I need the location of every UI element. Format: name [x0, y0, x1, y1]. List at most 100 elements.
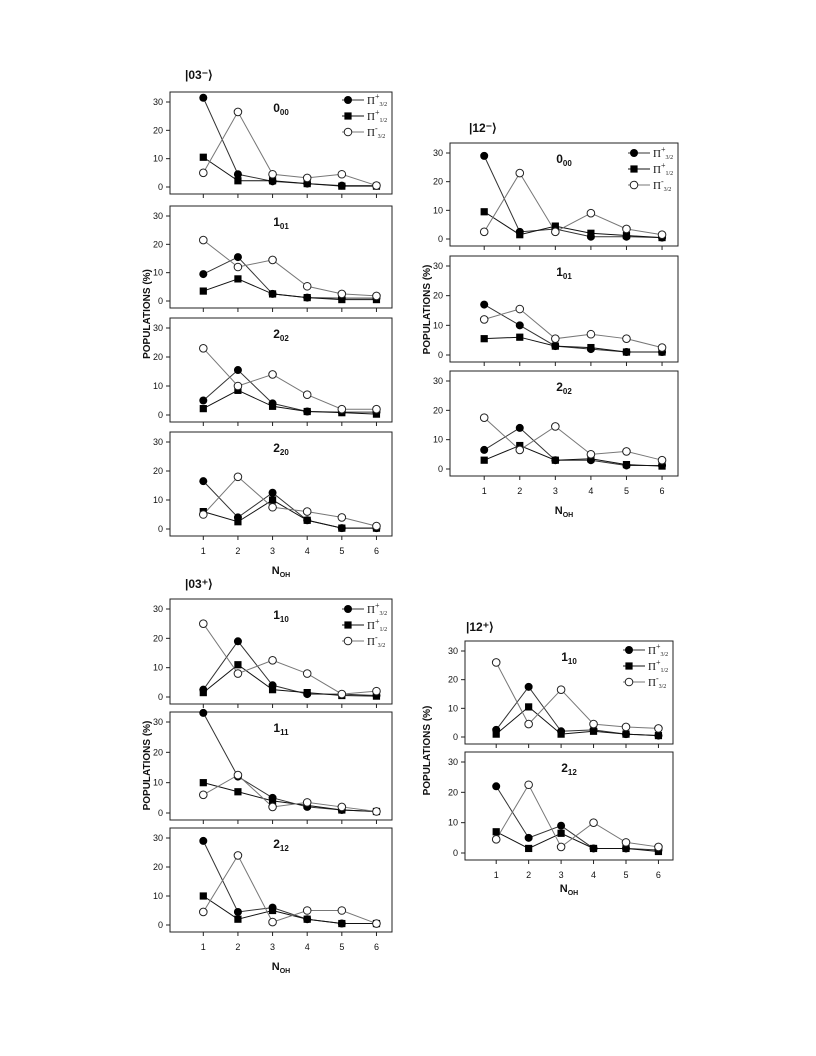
data-point — [199, 619, 208, 628]
legend-entry: Π+1/2 — [653, 161, 673, 177]
y-tick-label: 10 — [153, 268, 163, 278]
data-point — [268, 169, 277, 179]
x-tick-label: 3 — [270, 546, 275, 556]
series-line — [202, 110, 377, 187]
data-point — [233, 637, 242, 646]
y-tick-label: 10 — [153, 663, 163, 673]
state-label-sub: 12 — [568, 768, 577, 777]
data-point — [338, 295, 346, 304]
data-point — [233, 253, 242, 262]
y-tick-label: 0 — [158, 920, 163, 930]
data-point — [303, 407, 311, 416]
legend-sub: 3/2 — [378, 643, 386, 649]
panel-frame — [169, 711, 393, 821]
data-point — [302, 173, 312, 183]
data-point — [556, 685, 566, 695]
legend-entry: Π-3/2 — [648, 674, 666, 690]
data-point — [233, 366, 242, 375]
data-point — [303, 516, 311, 524]
x-tick-label: 2 — [526, 870, 531, 880]
state-label-sub: 02 — [280, 334, 289, 343]
series-line — [202, 712, 377, 812]
data-point — [268, 686, 277, 694]
y-tick-label: 0 — [158, 808, 163, 818]
legend-sup: + — [375, 617, 380, 626]
state-label: 220 — [273, 441, 289, 457]
data-point — [337, 289, 347, 299]
data-point — [199, 907, 208, 917]
state-label-sub: 20 — [280, 448, 289, 457]
data-point — [654, 724, 663, 733]
y-tick-label: 0 — [158, 410, 163, 420]
data-point — [492, 782, 501, 791]
legend-sub: 1/2 — [660, 668, 668, 674]
legend-entry: Π-3/2 — [367, 633, 385, 649]
state-label: 000 — [273, 101, 289, 117]
x-tick-label: 5 — [339, 546, 344, 556]
legend-symbol: Π — [367, 620, 375, 632]
state-label-main: 1 — [273, 608, 280, 622]
data-point — [234, 386, 242, 394]
x-tick-label: 3 — [553, 486, 558, 496]
x-tick-label: 5 — [339, 942, 344, 952]
y-tick-label: 30 — [433, 148, 443, 158]
x-axis-label: NOH — [272, 961, 290, 975]
data-point — [480, 445, 489, 454]
data-point — [479, 315, 489, 324]
legend-marker — [344, 96, 352, 104]
legend-symbol: Π — [367, 604, 375, 616]
data-point — [199, 235, 208, 245]
data-point — [587, 455, 595, 463]
data-point — [479, 413, 489, 422]
series-line — [203, 774, 377, 812]
series-line — [495, 706, 659, 737]
y-tick-label: 0 — [438, 350, 443, 360]
y-tick-label: 30 — [433, 376, 443, 386]
y-tick-label: 20 — [448, 675, 458, 685]
data-point — [372, 807, 381, 816]
state-label: 101 — [556, 265, 572, 281]
data-point — [303, 689, 311, 697]
state-label: 202 — [273, 327, 289, 343]
panel-1-11: 0 10 20 30 111 — [153, 708, 393, 824]
legend-marker — [343, 127, 353, 137]
data-point — [551, 222, 559, 230]
series-line — [495, 831, 659, 852]
state-label: 000 — [556, 152, 572, 168]
y-axis-label: POPULATIONS (%) — [422, 265, 433, 355]
data-point — [621, 838, 631, 847]
y-tick-label: 10 — [153, 495, 163, 505]
y-tick-label: 0 — [453, 848, 458, 858]
legend-entry: Π+1/2 — [367, 617, 387, 633]
data-point — [268, 906, 277, 915]
data-point — [199, 168, 208, 178]
x-axis-label-sub: OH — [280, 968, 291, 975]
y-axis-label: POPULATIONS (%) — [142, 721, 153, 811]
data-point — [551, 422, 560, 431]
data-point — [479, 227, 489, 237]
data-point — [622, 730, 630, 738]
state-label-main: 0 — [556, 152, 563, 166]
data-point — [268, 802, 277, 812]
data-point — [587, 343, 595, 352]
data-point — [515, 321, 524, 330]
data-point — [233, 669, 243, 678]
data-point — [268, 402, 277, 410]
legend-sub: 1/2 — [379, 627, 387, 633]
data-point — [199, 477, 208, 486]
y-tick-label: 0 — [453, 732, 458, 742]
legend-sub: 1/2 — [665, 171, 673, 177]
legend-entry: Π-3/2 — [367, 124, 385, 140]
data-point — [557, 821, 566, 830]
data-point — [199, 344, 208, 353]
legend: Π+3/2Π+1/2Π-3/2 — [623, 642, 668, 690]
data-point — [338, 919, 346, 928]
data-point — [372, 686, 381, 696]
data-point — [515, 304, 525, 314]
legend-sup: + — [375, 92, 380, 101]
